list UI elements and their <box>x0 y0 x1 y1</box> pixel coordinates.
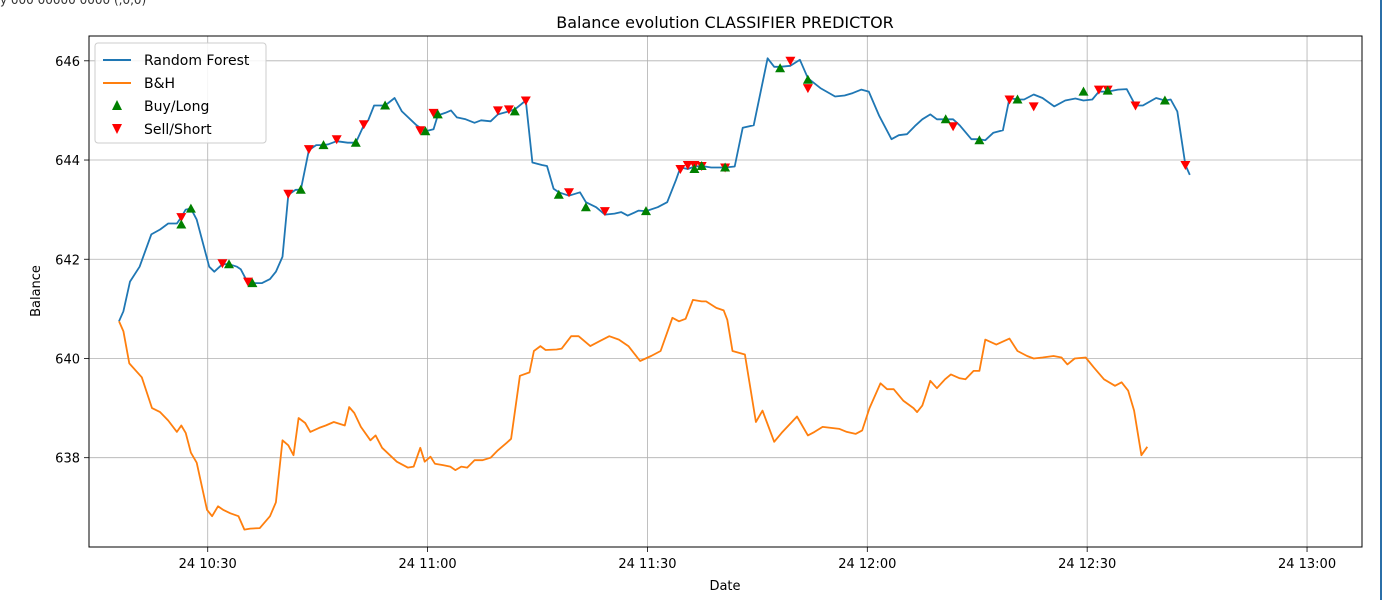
sell-short-marker <box>415 126 426 136</box>
legend-label-sell-short: Sell/Short <box>144 122 212 138</box>
legend-label-buy-long: Buy/Long <box>144 99 209 115</box>
buy-long-marker <box>974 135 985 145</box>
sell-short-marker <box>428 108 439 118</box>
legend: Random Forest B&H Buy/Long Sell/Short <box>94 42 267 144</box>
buy-long-marker <box>247 278 258 288</box>
sell-short-marker <box>682 161 693 170</box>
x-tick-label: 24 12:00 <box>838 557 896 572</box>
buy-long-marker <box>176 219 187 229</box>
buy-long-marker <box>802 74 813 84</box>
buy-long-marker <box>696 161 707 170</box>
sell-short-marker <box>492 106 503 116</box>
legend-label-random-forest: Random Forest <box>144 53 250 69</box>
buy-long-marker <box>509 106 520 116</box>
buy-long-marker <box>1102 85 1113 95</box>
sell-short-marker <box>785 56 796 66</box>
sell-short-marker <box>1028 102 1039 112</box>
series-lines <box>118 57 1191 531</box>
x-axis-label: Date <box>709 579 740 594</box>
y-axis-label: Balance <box>29 265 44 317</box>
buy-long-marker <box>720 162 731 172</box>
y-tick-label: 644 <box>55 154 80 169</box>
buy-long-marker <box>420 126 431 136</box>
buy-long-marker <box>641 206 651 216</box>
buy-long-marker <box>1012 94 1023 104</box>
y-tick-label: 640 <box>55 352 80 367</box>
sell-short-marker <box>802 84 813 94</box>
x-tick-label: 24 11:00 <box>399 557 457 572</box>
sell-short-marker <box>217 259 228 269</box>
y-tick-label: 646 <box>55 55 80 70</box>
sell-short-marker <box>1004 95 1015 105</box>
x-tick-label: 24 10:30 <box>179 557 237 572</box>
sell-short-marker <box>176 213 187 223</box>
buy-long-marker <box>432 109 443 119</box>
buy-long-marker <box>1159 95 1170 105</box>
legend-label-bh: B&H <box>144 76 175 92</box>
sell-short-marker <box>675 165 686 174</box>
sell-short-marker <box>283 189 294 199</box>
sell-short-marker <box>1093 85 1104 95</box>
sell-short-marker <box>303 145 314 155</box>
chart-title: Balance evolution CLASSIFIER PREDICTOR <box>556 13 894 32</box>
sell-short-marker <box>520 96 531 106</box>
sell-short-marker <box>331 135 342 145</box>
sell-short-marker <box>1130 101 1141 111</box>
x-tick-label: 24 11:30 <box>618 557 676 572</box>
buy-long-marker <box>689 164 700 173</box>
series-line-random-forest <box>118 57 1191 322</box>
sell-short-marker <box>948 122 959 132</box>
series-line-bh <box>118 299 1149 531</box>
buy-long-marker <box>185 203 196 213</box>
x-tick-label: 24 12:30 <box>1058 557 1116 572</box>
signal-markers <box>176 56 1191 288</box>
buy-long-marker <box>295 184 306 194</box>
x-tick-label: 24 13:00 <box>1278 557 1336 572</box>
buy-long-marker <box>580 202 591 212</box>
sell-short-marker <box>243 277 253 287</box>
legend-marker-sell-short <box>112 124 122 134</box>
buy-long-marker <box>350 137 361 147</box>
window-right-border <box>1380 0 1382 600</box>
sell-short-marker <box>599 207 610 217</box>
buy-long-marker <box>775 63 786 73</box>
buy-long-marker <box>940 114 951 124</box>
legend-box <box>94 42 267 144</box>
axis-ticks: 638 640 642 644 646 24 10:30 24 11:00 24 11:30 2… <box>55 55 1336 572</box>
buy-long-marker <box>553 189 564 199</box>
buy-long-marker <box>380 100 391 110</box>
sell-short-marker <box>503 105 514 115</box>
legend-marker-buy-long <box>112 100 122 110</box>
sell-short-marker <box>358 120 369 130</box>
plot-frame <box>88 35 1363 548</box>
buy-long-marker <box>1078 86 1089 96</box>
sell-short-marker <box>564 188 574 198</box>
buy-long-marker <box>318 140 329 150</box>
y-tick-label: 638 <box>55 452 80 467</box>
top-edge-caption-fragment: y 000 00000 0000 (,0,0) <box>0 0 147 7</box>
y-tick-label: 642 <box>55 253 80 268</box>
buy-long-marker <box>224 259 234 269</box>
sell-short-marker <box>1180 161 1191 170</box>
